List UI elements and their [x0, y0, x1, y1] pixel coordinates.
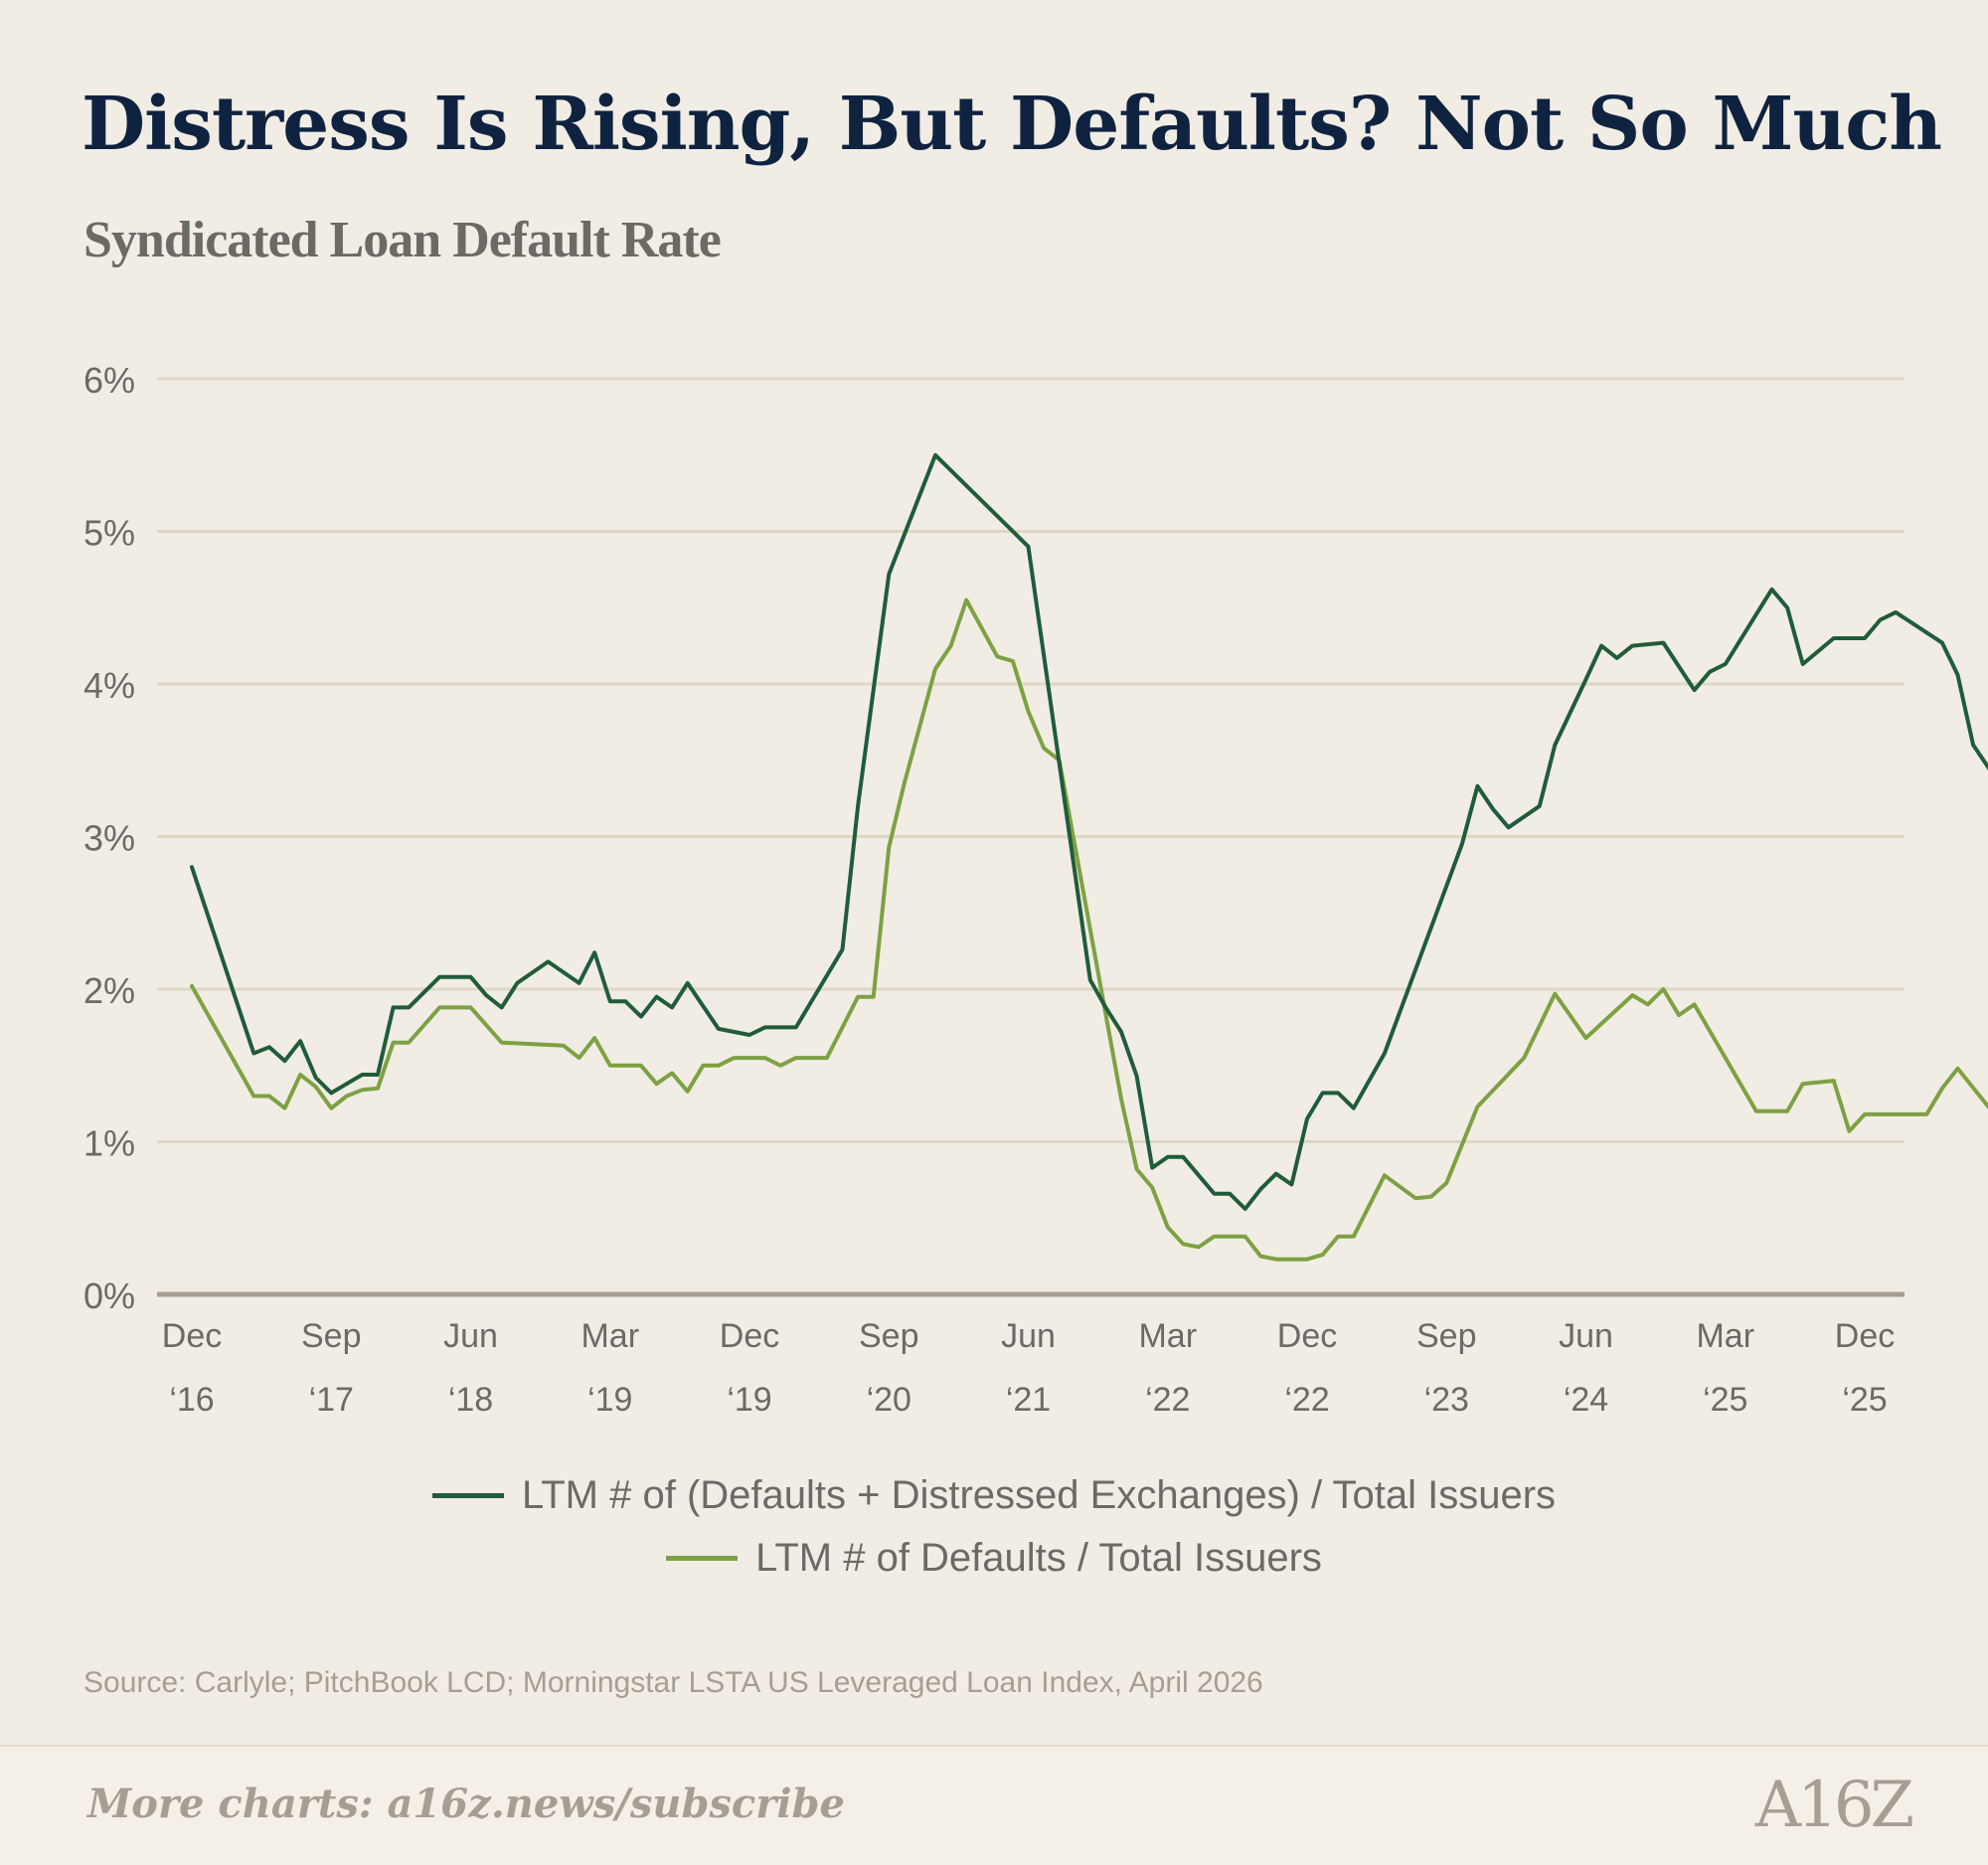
grid-lines: [157, 377, 1905, 1297]
x-tick-month: Mar: [1138, 1317, 1197, 1355]
x-tick-year: ‘16: [169, 1381, 214, 1419]
series-line-defaults: [190, 597, 1988, 1262]
legend-swatch-light: [666, 1556, 739, 1561]
series-line-distressed: [190, 452, 1988, 1211]
y-tick-label: 3%: [83, 818, 135, 859]
subscribe-link[interactable]: More charts: a16z.news/subscribe: [87, 1780, 845, 1827]
y-tick-label: 6%: [83, 360, 135, 401]
x-tick-year: ‘17: [309, 1381, 354, 1419]
x-tick-year: ‘20: [867, 1381, 911, 1419]
x-tick-month: Jun: [1001, 1317, 1056, 1355]
source-note: Source: Carlyle; PitchBook LCD; Mornings…: [83, 1666, 1263, 1699]
y-tick-label: 0%: [83, 1275, 135, 1316]
legend-label-defaults: LTM # of Defaults / Total Issuers: [755, 1536, 1322, 1580]
x-tick-year: ‘21: [1006, 1381, 1051, 1419]
legend-label-distressed: LTM # of (Defaults + Distressed Exchange…: [521, 1473, 1557, 1517]
x-tick-year: ‘25: [1703, 1381, 1747, 1419]
x-tick-year: ‘23: [1424, 1381, 1469, 1419]
legend-item-distressed[interactable]: LTM # of (Defaults + Distressed Exchange…: [431, 1473, 1557, 1518]
x-tick-month: Dec: [1277, 1317, 1337, 1355]
y-tick-label: 1%: [83, 1123, 135, 1164]
x-tick-year: ‘22: [1284, 1381, 1329, 1419]
x-tick-month: Dec: [1835, 1317, 1895, 1355]
x-tick-month: Jun: [443, 1317, 498, 1355]
line-chart: 0%1%2%3%4%5%6% Dec‘16Sep‘17Jun‘18Mar‘19D…: [83, 360, 1988, 1419]
x-tick-year: ‘18: [448, 1381, 493, 1419]
y-tick-label: 2%: [83, 970, 135, 1011]
x-tick-month: Sep: [1416, 1317, 1477, 1355]
x-axis-ticks: Dec ‘16 Sep ‘17 Jun ‘18 Mar ‘19 Dec ‘19 Sep ‘20 Jun ‘…: [162, 1317, 1895, 1419]
x-tick-month: Jun: [1559, 1317, 1613, 1355]
legend-item-defaults[interactable]: LTM # of Defaults / Total Issuers: [666, 1536, 1322, 1581]
x-tick-month: Mar: [1696, 1317, 1754, 1355]
x-tick-year: ‘25: [1842, 1381, 1887, 1419]
x-tick-month: Dec: [162, 1317, 222, 1355]
chart-title: Distress Is Rising, But Defaults? Not So…: [82, 82, 1942, 167]
x-tick-year: ‘24: [1564, 1381, 1608, 1419]
legend: LTM # of (Defaults + Distressed Exchange…: [0, 1473, 1988, 1581]
x-tick-year: ‘19: [587, 1381, 632, 1419]
legend-swatch-dark: [431, 1493, 504, 1498]
x-tick-month: Sep: [301, 1317, 362, 1355]
y-tick-label: 5%: [83, 513, 135, 554]
a16z-logo: A16Z: [1754, 1769, 1914, 1842]
x-tick-year: ‘19: [727, 1381, 771, 1419]
chart-subtitle: Syndicated Loan Default Rate: [83, 212, 722, 268]
x-tick-month: Mar: [580, 1317, 639, 1355]
series-lines: [190, 452, 1988, 1262]
footer: More charts: a16z.news/subscribe A16Z: [0, 1745, 1988, 1865]
y-axis-ticks: 0% 1% 2% 3% 4% 5% 6%: [83, 360, 135, 1316]
x-tick-month: Sep: [859, 1317, 919, 1355]
y-tick-label: 4%: [83, 665, 135, 706]
x-tick-year: ‘22: [1145, 1381, 1190, 1419]
x-tick-month: Dec: [720, 1317, 779, 1355]
